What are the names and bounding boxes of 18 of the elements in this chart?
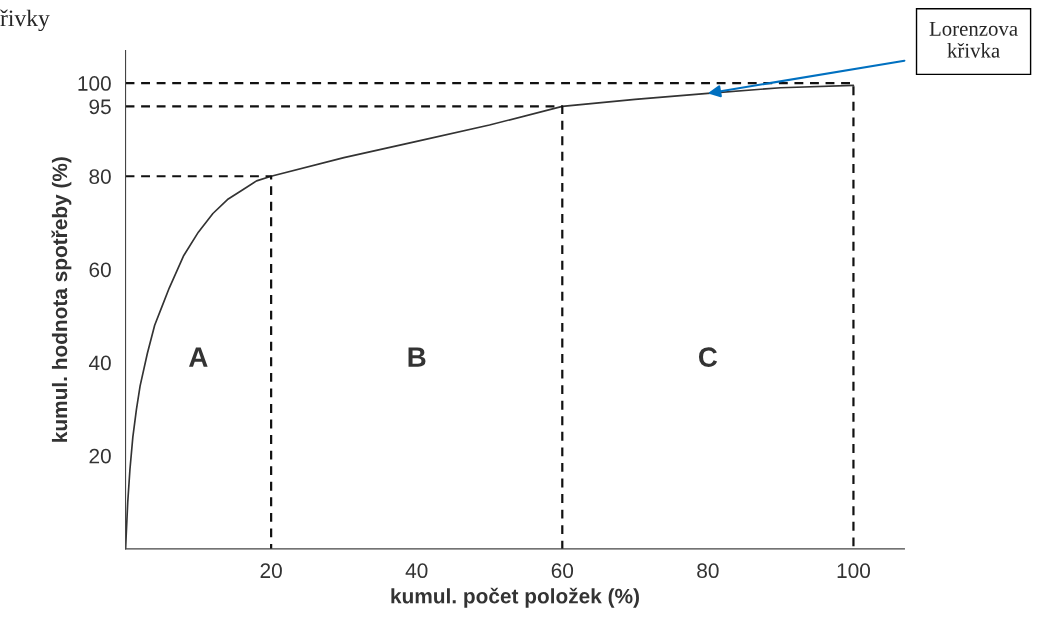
x-tick-label: 20 <box>260 563 282 579</box>
y-tick-label: 95 <box>89 99 111 115</box>
text: Lorenzova křivka <box>929 22 1018 58</box>
x-tick-label: 80 <box>697 563 719 579</box>
y-tick-label: 80 <box>89 169 111 184</box>
annotation: B <box>408 347 426 367</box>
y-tick-label: 60 <box>89 262 111 278</box>
y-tick-label: 20 <box>89 448 111 464</box>
x-tick-label: 100 <box>837 563 871 579</box>
annotation: A <box>189 347 208 367</box>
annotation: C <box>698 347 718 367</box>
y-tick-label: 100 <box>78 76 111 91</box>
x-tick-label: 40 <box>405 563 428 579</box>
y-tick-label: 40 <box>88 355 111 371</box>
y-axis-title: kumul. hodnota spotřeby (%) <box>51 157 72 442</box>
x-tick-label: 60 <box>551 563 574 579</box>
x-axis-title: kumul. počet položek (%) <box>391 587 639 608</box>
text: řivky <box>0 9 50 32</box>
